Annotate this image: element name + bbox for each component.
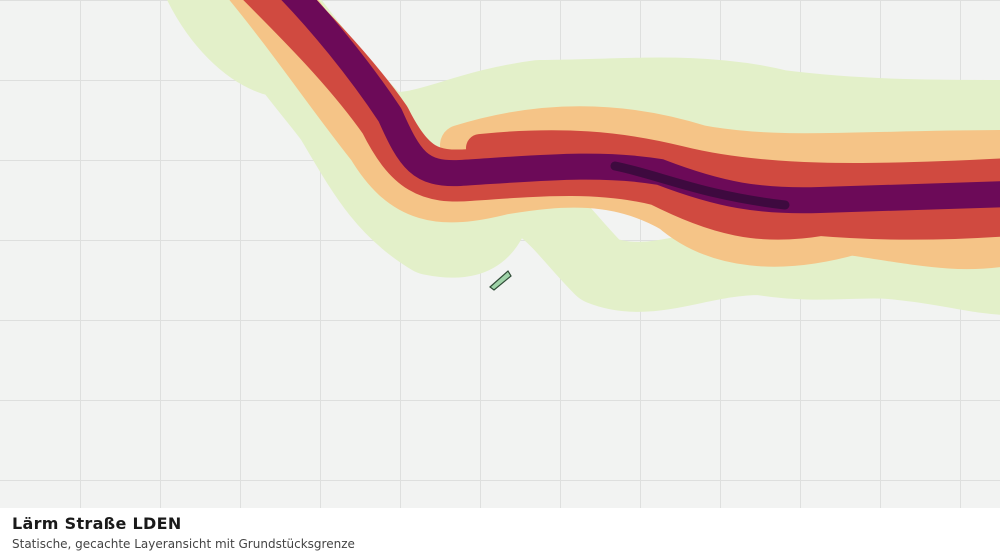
noise-layer	[167, 0, 1000, 315]
parcel-boundary	[489, 270, 512, 291]
layer-subtitle: Statische, gecachte Layeransicht mit Gru…	[12, 537, 355, 551]
caption: Lärm Straße LDEN Statische, gecachte Lay…	[0, 508, 1000, 560]
layer-title: Lärm Straße LDEN	[12, 514, 182, 533]
map-view	[0, 0, 1000, 508]
